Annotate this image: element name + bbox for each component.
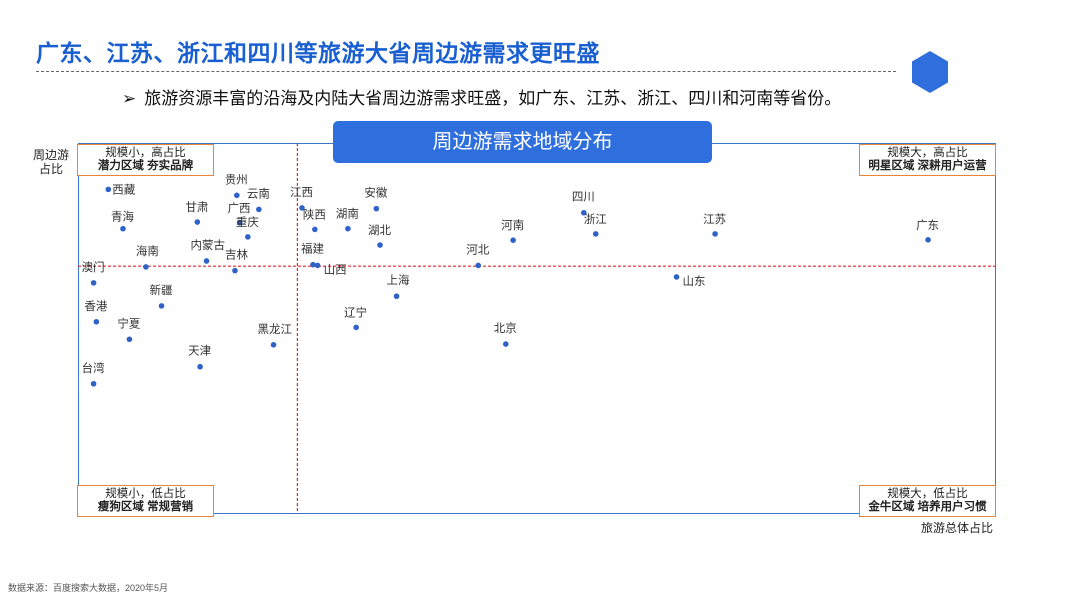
scatter-point-新疆 bbox=[158, 303, 165, 309]
scatter-point-云南 bbox=[256, 206, 262, 213]
point-label-安徽: 安徽 bbox=[364, 186, 387, 200]
point-label-江苏: 江苏 bbox=[703, 213, 726, 226]
scatter-point-海南 bbox=[143, 264, 149, 270]
scatter-point-黑龙江 bbox=[270, 342, 277, 348]
point-label-湖北: 湖北 bbox=[368, 223, 391, 237]
scatter-point-河北 bbox=[475, 262, 482, 269]
point-label-江西: 江西 bbox=[290, 186, 313, 199]
point-label-新疆: 新疆 bbox=[150, 283, 173, 297]
quadrant-strategy-text: 瘦狗区域 常规营销 bbox=[97, 501, 194, 513]
scatter-point-天津 bbox=[197, 363, 203, 370]
scatter-point-宁夏 bbox=[126, 336, 133, 343]
point-label-北京: 北京 bbox=[494, 321, 517, 335]
scatter-point-香港 bbox=[93, 319, 100, 325]
point-label-台湾: 台湾 bbox=[82, 361, 105, 375]
scatter-point-江西 bbox=[299, 205, 305, 211]
point-label-甘肃: 甘肃 bbox=[185, 201, 208, 214]
scatter-point-澳门 bbox=[90, 280, 97, 286]
point-label-西藏: 西藏 bbox=[112, 183, 135, 196]
scatter-point-河南 bbox=[510, 237, 516, 244]
scatter-point-广西 bbox=[236, 219, 243, 226]
scatter-point-山东 bbox=[673, 274, 680, 280]
point-label-山东: 山东 bbox=[683, 275, 706, 288]
scatter-point-陕西 bbox=[312, 226, 318, 233]
point-label-黑龙江: 黑龙江 bbox=[258, 323, 293, 336]
quadrant-strategy-text: 明星区域 深耕用户运营 bbox=[868, 160, 987, 172]
scatter-point-四川 bbox=[581, 209, 587, 216]
point-label-上海: 上海 bbox=[387, 273, 410, 287]
point-label-云南: 云南 bbox=[247, 186, 270, 200]
point-label-吉林: 吉林 bbox=[225, 248, 248, 262]
point-label-河南: 河南 bbox=[501, 218, 524, 232]
scatter-point-贵州 bbox=[234, 192, 240, 199]
point-label-重庆: 重庆 bbox=[236, 215, 259, 229]
quadrant-scale-text: 规模小，低占比 bbox=[105, 488, 186, 500]
quadrant-scale-text: 规模大，高占比 bbox=[887, 147, 968, 159]
point-label-辽宁: 辽宁 bbox=[344, 305, 367, 319]
chart-title: 周边游需求地域分布 bbox=[333, 121, 712, 163]
point-label-青海: 青海 bbox=[111, 210, 134, 224]
scatter-point-浙江 bbox=[592, 231, 599, 237]
point-label-广西: 广西 bbox=[228, 202, 251, 215]
point-label-广东: 广东 bbox=[916, 219, 939, 232]
point-label-四川: 四川 bbox=[572, 191, 595, 204]
scatter-point-辽宁 bbox=[353, 324, 359, 331]
point-label-天津: 天津 bbox=[188, 345, 211, 358]
data-source: 数据来源：百度搜索大数据，2020年5月 bbox=[8, 583, 169, 593]
scatter-point-湖南 bbox=[345, 225, 351, 232]
scatter-point-福建 bbox=[310, 261, 316, 268]
scatter-point-吉林 bbox=[232, 267, 238, 274]
scatter-point-西藏 bbox=[105, 186, 112, 193]
title-divider bbox=[36, 71, 896, 72]
quadrant-label-bottom-left: 规模小，低占比 瘦狗区域 常规营销 bbox=[77, 485, 214, 517]
point-label-海南: 海南 bbox=[136, 244, 159, 258]
point-label-山西: 山西 bbox=[324, 263, 347, 276]
quadrant-strategy-text: 金牛区域 培养用户习惯 bbox=[868, 501, 987, 513]
scatter-point-湖北 bbox=[377, 242, 383, 248]
scatter-point-山西 bbox=[314, 262, 321, 269]
point-label-内蒙古: 内蒙古 bbox=[191, 238, 226, 252]
arrow-bullet-icon: ➢ bbox=[122, 89, 137, 108]
point-label-湖南: 湖南 bbox=[336, 207, 359, 221]
scatter-point-上海 bbox=[393, 293, 400, 300]
x-axis-label: 旅游总体占比 bbox=[920, 521, 993, 535]
quadrant-label-top-right: 规模大，高占比 明星区域 深耕用户运营 bbox=[859, 144, 996, 176]
scatter-point-内蒙古 bbox=[203, 258, 210, 264]
point-label-澳门: 澳门 bbox=[82, 260, 105, 274]
scatter-point-广东 bbox=[925, 237, 931, 243]
point-label-香港: 香港 bbox=[84, 300, 107, 313]
scatter-point-重庆 bbox=[245, 234, 251, 240]
y-axis-label: 周边游占比 bbox=[32, 148, 69, 176]
quadrant-strategy-text: 潜力区域 夯实品牌 bbox=[97, 160, 194, 172]
scatter-point-北京 bbox=[502, 341, 509, 347]
quadrant-scale-text: 规模小，高占比 bbox=[105, 147, 186, 159]
scatter-point-甘肃 bbox=[194, 219, 201, 225]
quadrant-label-bottom-right: 规模大，低占比 金牛区域 培养用户习惯 bbox=[859, 485, 996, 517]
point-label-贵州: 贵州 bbox=[225, 173, 248, 186]
point-label-河北: 河北 bbox=[466, 243, 489, 256]
point-label-宁夏: 宁夏 bbox=[117, 316, 140, 330]
scatter-point-江苏 bbox=[712, 231, 718, 237]
quadrant-scale-text: 规模大，低占比 bbox=[887, 488, 968, 500]
quadrant-label-top-left: 规模小，高占比 潜力区域 夯实品牌 bbox=[77, 144, 214, 176]
point-label-陕西: 陕西 bbox=[303, 207, 326, 221]
point-label-福建: 福建 bbox=[301, 242, 324, 256]
hexagon-icon bbox=[912, 51, 948, 93]
bullet-point: ➢ 旅游资源丰富的沿海及内陆大省周边游需求旺盛，如广东、江苏、浙江、四川和河南等省… bbox=[122, 84, 841, 109]
scatter-point-青海 bbox=[120, 225, 126, 232]
bullet-text: 旅游资源丰富的沿海及内陆大省周边游需求旺盛，如广东、江苏、浙江、四川和河南等省份… bbox=[144, 89, 842, 108]
scatter-point-台湾 bbox=[90, 380, 97, 387]
scatter-point-安徽 bbox=[373, 205, 380, 212]
page-title: 广东、江苏、浙江和四川等旅游大省周边游需求更旺盛 bbox=[36, 40, 600, 66]
point-label-浙江: 浙江 bbox=[584, 213, 607, 226]
